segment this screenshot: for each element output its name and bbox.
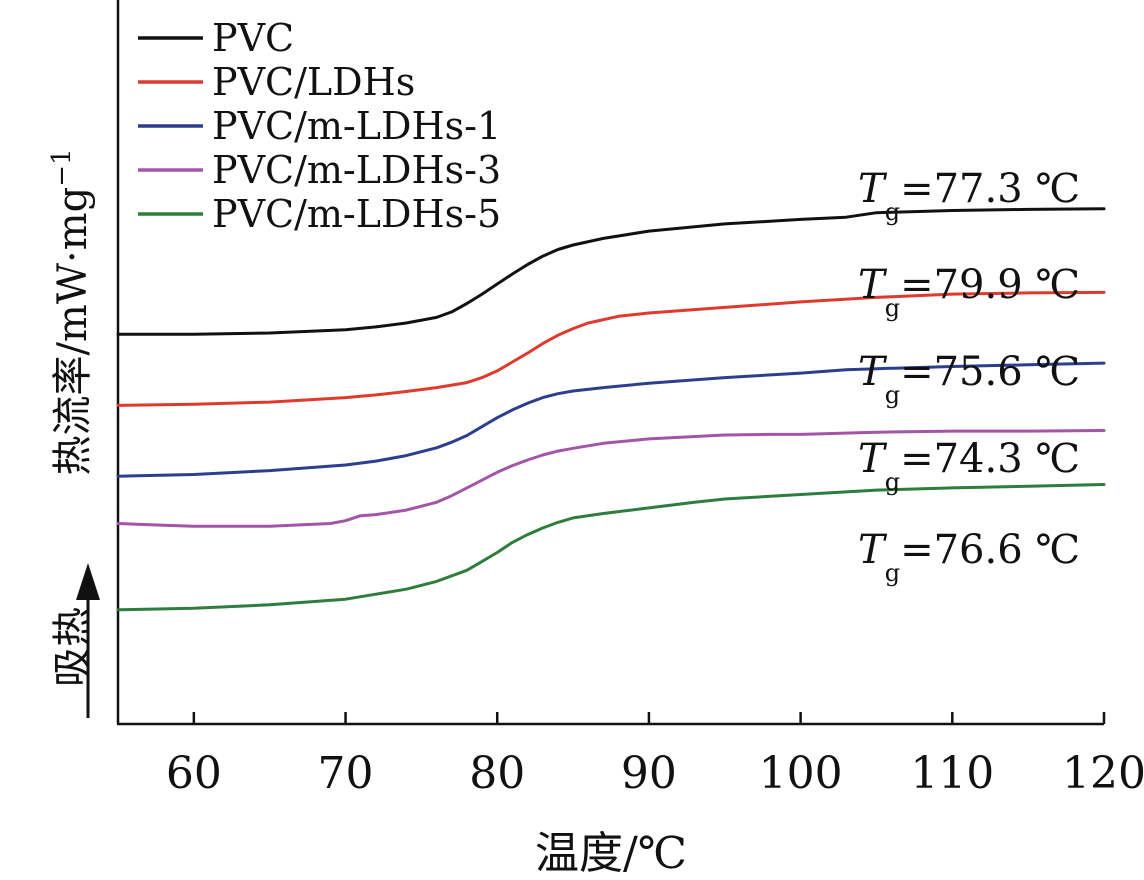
series-line-1 xyxy=(116,207,1106,336)
tg-subscript: g xyxy=(885,294,900,322)
tg-annotations: Tg=77.3 ℃Tg=79.9 ℃Tg=75.6 ℃Tg=74.3 ℃Tg=7… xyxy=(858,166,1080,587)
tg-symbol: T xyxy=(858,527,888,573)
x-tick-label: 70 xyxy=(318,748,374,799)
tg-symbol: T xyxy=(858,262,888,308)
series-line-5 xyxy=(116,483,1106,612)
tg-value: =76.6 ℃ xyxy=(900,527,1080,573)
y-axis-title-exponent: −1 xyxy=(47,148,77,186)
tg-label: Tg=76.6 ℃ xyxy=(858,527,1080,587)
tg-value: =75.6 ℃ xyxy=(900,349,1080,395)
x-tick-label: 90 xyxy=(621,748,677,799)
tg-subscript: g xyxy=(885,381,900,409)
x-tick-label: 80 xyxy=(469,748,525,799)
tg-symbol: T xyxy=(858,166,888,212)
tg-subscript: g xyxy=(885,559,900,587)
x-axis-ticks: 60 70 80 90 100 110 120 xyxy=(166,712,1144,799)
tg-value: =74.3 ℃ xyxy=(900,436,1080,482)
x-tick-label: 110 xyxy=(910,748,994,799)
legend-label: PVC/m-LDHs-3 xyxy=(212,148,501,192)
series-line-3 xyxy=(116,361,1106,478)
tg-label: Tg=79.9 ℃ xyxy=(858,262,1080,322)
series-line-4 xyxy=(116,429,1106,528)
tg-label: Tg=74.3 ℃ xyxy=(858,436,1080,496)
legend: PVCPVC/LDHsPVC/m-LDHs-1PVC/m-LDHs-3PVC/m… xyxy=(138,16,501,236)
tg-symbol: T xyxy=(858,436,888,482)
tg-label: Tg=77.3 ℃ xyxy=(858,166,1080,226)
x-tick-label: 120 xyxy=(1062,748,1144,799)
tg-subscript: g xyxy=(885,198,900,226)
y-axis-title-main: 热流率/mW·mg xyxy=(50,187,96,476)
endotherm-arrow-head-icon xyxy=(76,563,100,600)
tg-subscript: g xyxy=(885,468,900,496)
x-tick-label: 60 xyxy=(166,748,222,799)
tg-symbol: T xyxy=(858,349,888,395)
legend-label: PVC/m-LDHs-5 xyxy=(212,192,501,236)
legend-label: PVC/m-LDHs-1 xyxy=(212,104,501,148)
series-line-2 xyxy=(116,290,1106,407)
tg-value: =79.9 ℃ xyxy=(900,262,1080,308)
y-axis-title: 热流率/mW·mg−1 xyxy=(47,148,96,475)
series-lines xyxy=(116,207,1106,612)
x-tick-label: 100 xyxy=(759,748,843,799)
x-axis-title: 温度/℃ xyxy=(535,828,687,879)
tg-label: Tg=75.6 ℃ xyxy=(858,349,1080,409)
legend-label: PVC/LDHs xyxy=(212,60,415,104)
tg-value: =77.3 ℃ xyxy=(900,166,1080,212)
legend-label: PVC xyxy=(212,16,294,60)
